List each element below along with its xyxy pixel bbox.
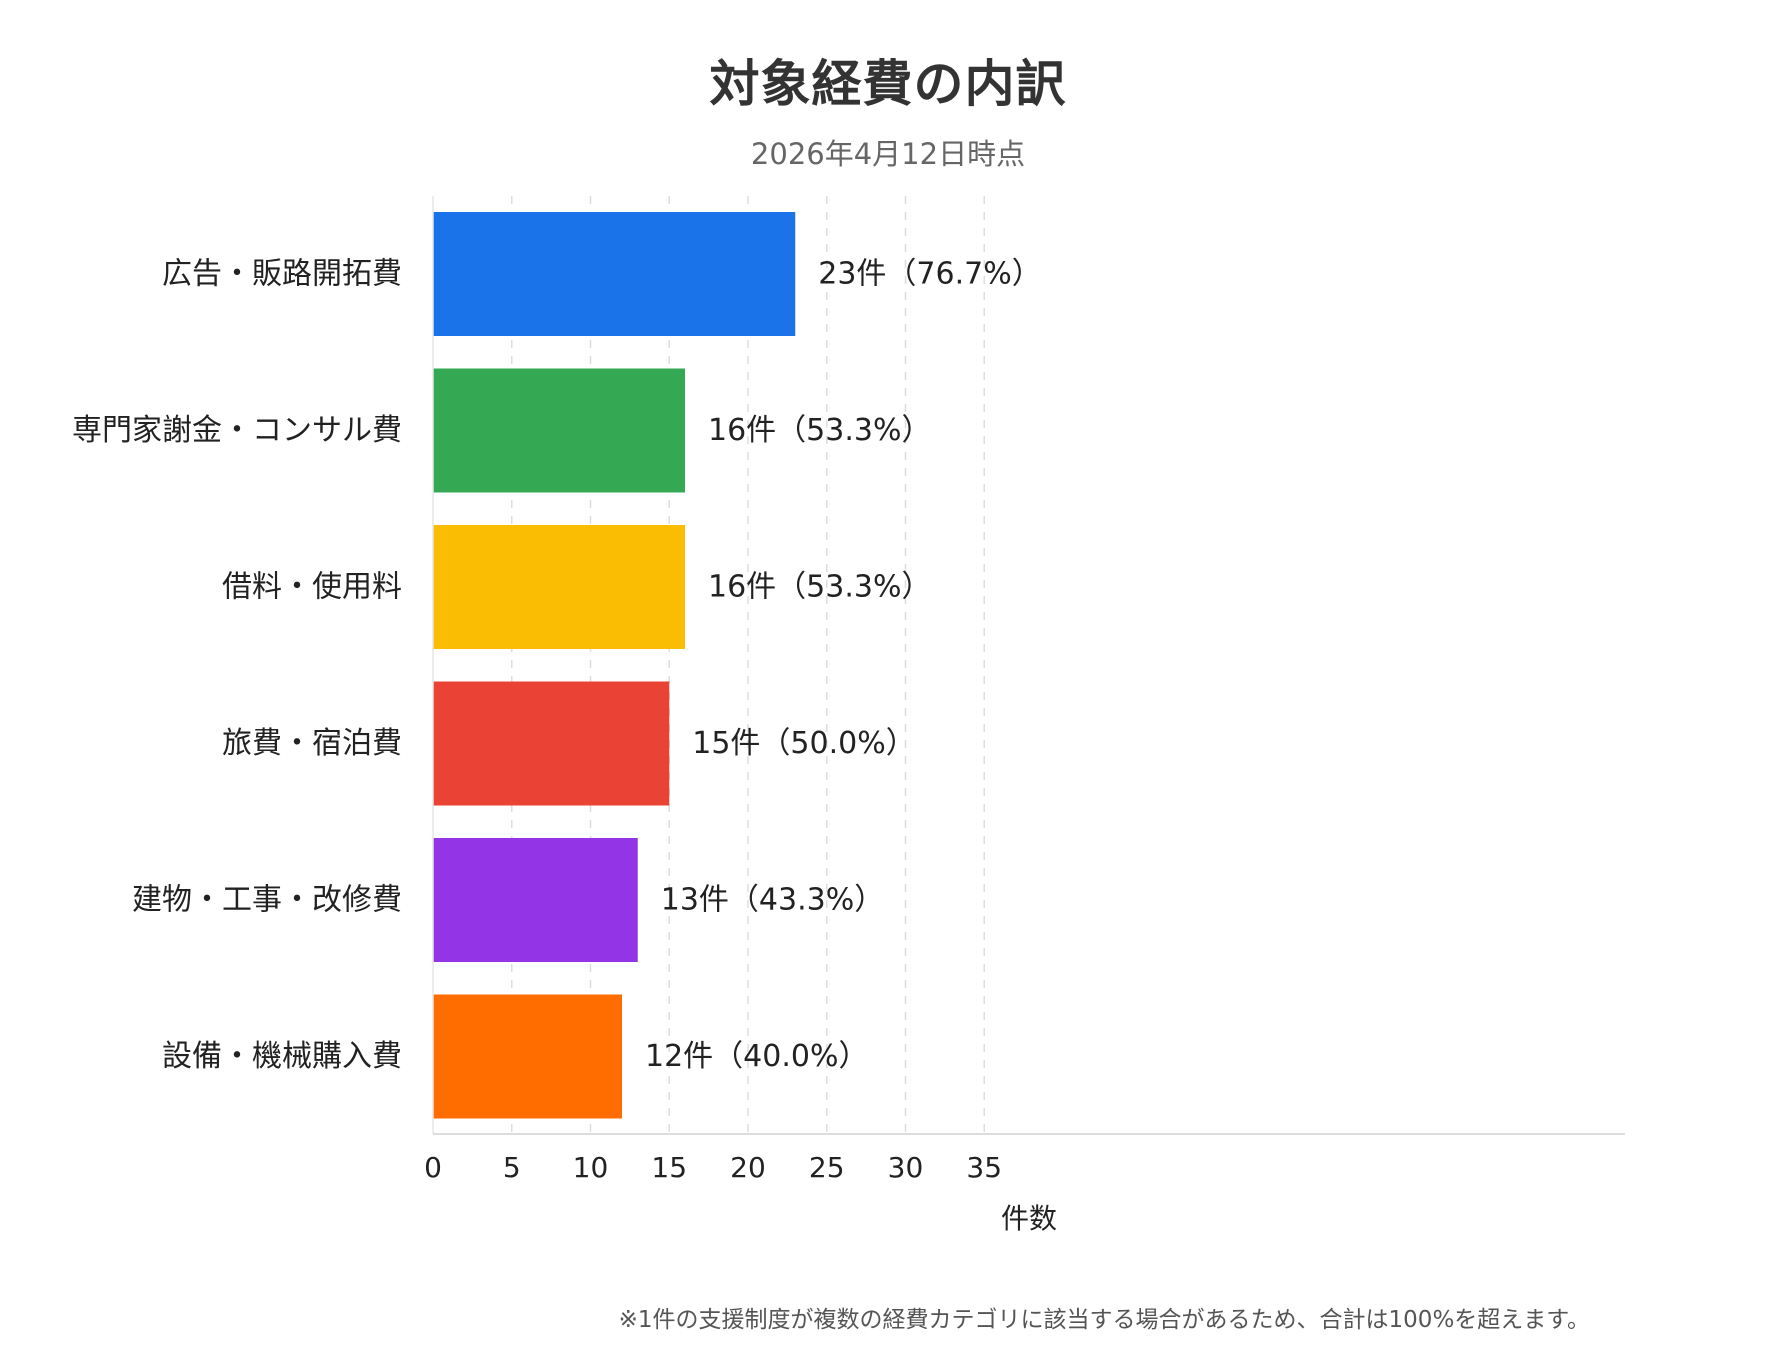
bar [433,994,622,1119]
data-label: 13件（43.3%） [661,883,884,918]
category-label: 専門家謝金・コンサル費 [72,413,402,448]
data-label: 16件（53.3%） [708,570,931,605]
bar [433,838,638,962]
category-label: 借料・使用料 [222,570,402,605]
x-tick-label: 20 [730,1151,766,1184]
data-label: 16件（53.3%） [708,413,931,448]
data-label: 23件（76.7%） [818,257,1041,292]
grid-lines [511,196,985,1134]
chart-title: 対象経費の内訳 [709,55,1067,113]
x-tick-label: 25 [809,1151,845,1184]
bar [433,681,670,806]
bar [433,525,685,649]
bar [433,368,685,493]
category-label: 旅費・宿泊費 [222,726,402,761]
data-label: 12件（40.0%） [645,1039,868,1074]
x-tick-label: 35 [966,1151,1002,1184]
category-label: 建物・工事・改修費 [132,883,402,918]
x-axis-label: 件数 [1001,1202,1057,1235]
x-tick-label: 10 [573,1151,609,1184]
chart-subtitle: 2026年4月12日時点 [750,137,1026,171]
category-label: 広告・販路開拓費 [162,257,402,292]
data-label: 15件（50.0%） [692,726,915,761]
bar [433,212,796,336]
x-tick-label: 30 [888,1151,924,1184]
bars [433,212,796,1119]
footnote: ※1件の支援制度が複数の経費カテゴリに該当する場合があるため、合計は100%を超… [618,1307,1590,1333]
x-tick-label: 15 [651,1151,687,1184]
x-axis: 0 5 10 15 20 25 30 35 [424,196,1625,1184]
x-tick-label: 5 [503,1151,521,1184]
category-labels: 広告・販路開拓費専門家謝金・コンサル費借料・使用料旅費・宿泊費建物・工事・改修費… [72,257,402,1075]
category-label: 設備・機械購入費 [162,1039,402,1074]
data-labels: 23件（76.7%） 16件（53.3%） 16件（53.3%） 15件（50.0%）… [645,257,1042,1075]
x-tick-label: 0 [424,1151,442,1184]
